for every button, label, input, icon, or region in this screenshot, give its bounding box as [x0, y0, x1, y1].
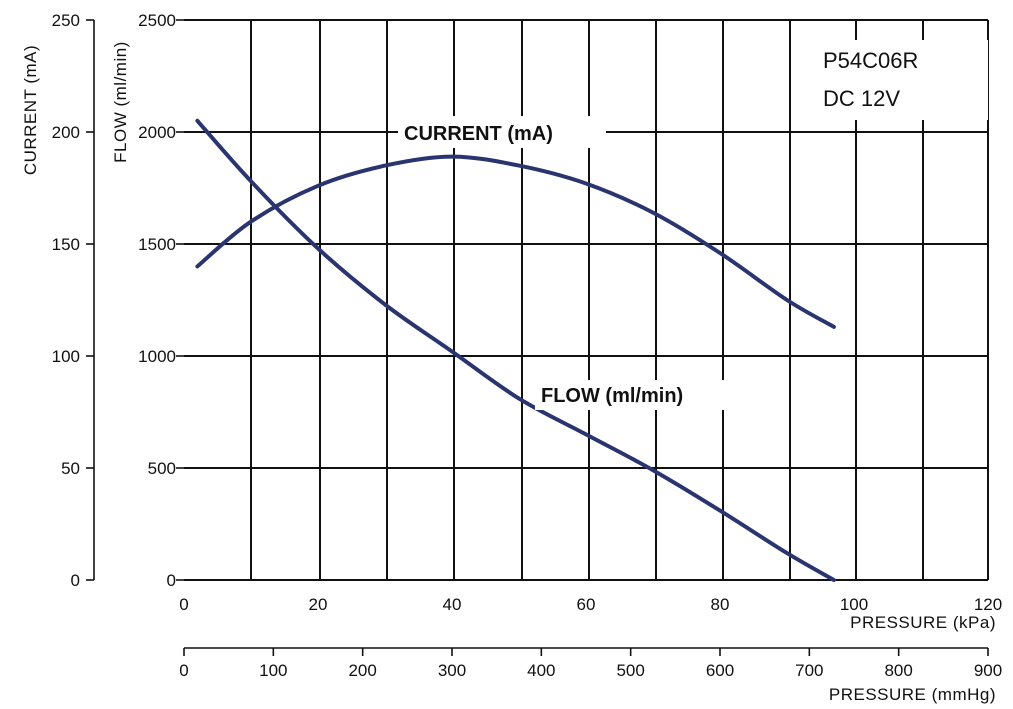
flow-tick-label: 2000: [138, 123, 176, 142]
model-label-backdrop: [818, 40, 988, 120]
kpa-tick-label: 120: [974, 595, 1002, 614]
mmhg-tick-label: 900: [974, 661, 1002, 680]
horizontal-grid-lines: [184, 19, 988, 581]
flow-annotation-backdrop: [535, 380, 740, 410]
mmhg-tick-label: 0: [179, 661, 188, 680]
flow-curve: [195, 118, 836, 582]
kpa-tick-label: 100: [840, 595, 868, 614]
current-axis-title: CURRENT (mA): [21, 45, 40, 175]
current-axis-ticks: 0 50 100 150 200 250: [52, 11, 95, 590]
current-tick-label: 200: [52, 123, 80, 142]
kpa-tick-label: 80: [711, 595, 730, 614]
current-tick-label: 100: [52, 347, 80, 366]
mmhg-tick-label: 200: [348, 661, 376, 680]
flow-series-label: FLOW (ml/min): [541, 385, 683, 407]
kpa-tick-label: 40: [443, 595, 462, 614]
mmhg-tick-label: 800: [884, 661, 912, 680]
flow-tick-label: 0: [167, 571, 176, 590]
flow-axis-ticks: 0 500 1000 1500 2000 2500: [138, 11, 184, 590]
mmhg-tick-label: 300: [438, 661, 466, 680]
mmhg-tick-label: 500: [616, 661, 644, 680]
current-tick-label: 50: [61, 459, 80, 478]
chart-curves: [195, 118, 836, 582]
mmhg-tick-label: 700: [795, 661, 823, 680]
mmhg-tick-label: 400: [527, 661, 555, 680]
current-tick-label: 150: [52, 235, 80, 254]
kpa-axis-ticks: 0 20 40 60 80 100 120: [179, 595, 1002, 614]
kpa-tick-label: 60: [577, 595, 596, 614]
model-voltage: DC 12V: [823, 86, 900, 111]
flow-tick-label: 500: [148, 459, 176, 478]
model-name: P54C06R: [823, 48, 918, 73]
flow-axis-title: FLOW (ml/min): [111, 41, 130, 163]
current-series-label: CURRENT (mA): [404, 123, 553, 145]
current-curve: [195, 154, 836, 329]
kpa-axis-title: PRESSURE (kPa): [850, 613, 996, 632]
current-tick-label: 0: [71, 571, 80, 590]
kpa-tick-label: 0: [179, 595, 188, 614]
mmhg-axis-ticks: 0 100 200 300 400 500 600 700 800 900: [179, 647, 1002, 680]
current-annotation-backdrop: [398, 116, 606, 148]
flow-tick-label: 1500: [138, 235, 176, 254]
mmhg-tick-label: 100: [259, 661, 287, 680]
kpa-tick-label: 20: [309, 595, 328, 614]
mmhg-axis-title: PRESSURE (mmHg): [829, 685, 996, 704]
current-tick-label: 250: [52, 11, 80, 30]
mmhg-tick-label: 600: [706, 661, 734, 680]
flow-tick-label: 1000: [138, 347, 176, 366]
flow-tick-label: 2500: [138, 11, 176, 30]
